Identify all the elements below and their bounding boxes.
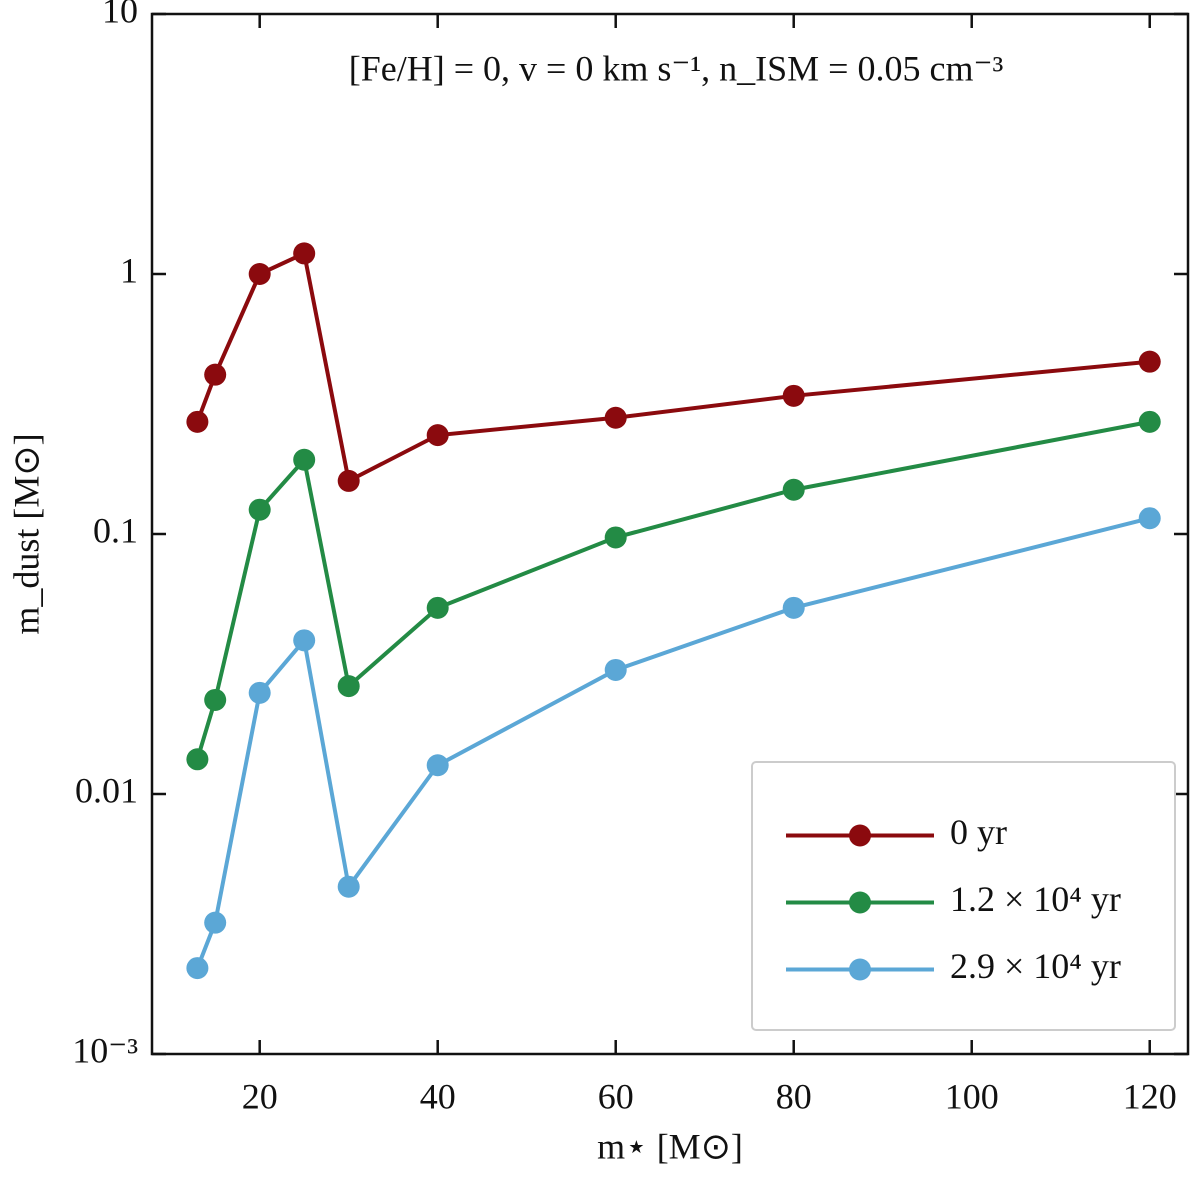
y-axis-label: m_dust [M⊙] [6,433,46,634]
legend-marker [849,824,871,847]
y-tick-label: 1 [120,250,138,290]
y-tick-label: 0.01 [75,770,138,810]
x-axis-label: m⋆ [M⊙] [597,1126,743,1166]
data-point [204,688,227,711]
data-point [1138,350,1161,373]
data-point [186,748,209,771]
x-tick-label: 60 [598,1076,634,1116]
legend-marker [849,891,871,914]
data-point [204,911,227,934]
data-point [186,410,209,433]
data-point [426,754,449,777]
y-tick-label: 0.1 [93,510,138,550]
data-point [248,263,271,285]
x-tick-label: 120 [1123,1076,1177,1116]
legend-label: 1.2 × 10⁴ yr [950,879,1121,919]
data-point [782,596,805,619]
data-point [426,596,449,619]
data-point [293,448,316,471]
x-tick-label: 100 [945,1076,999,1116]
data-point [782,478,805,501]
data-point [293,629,316,652]
y-tick-label: 10 [102,0,138,30]
data-point [204,363,227,386]
data-point [293,242,316,265]
data-point [186,957,209,980]
x-tick-label: 40 [420,1076,456,1116]
legend-marker [849,958,871,981]
legend-label: 2.9 × 10⁴ yr [950,946,1121,986]
y-tick-label: 10⁻³ [72,1030,138,1070]
x-tick-label: 20 [242,1076,278,1116]
x-tick-label: 80 [776,1076,812,1116]
data-point [248,498,271,521]
data-point [337,469,360,492]
chart-title: [Fe/H] = 0, v = 0 km s⁻¹, n_ISM = 0.05 c… [349,48,1004,88]
series-line [195,250,1150,484]
data-point [604,526,627,549]
data-point [248,681,271,704]
data-point [1138,410,1161,433]
data-point [1138,507,1161,530]
data-point [604,406,627,429]
data-point [337,675,360,698]
data-point [426,424,449,447]
data-point [782,384,805,407]
legend-label: 0 yr [950,812,1007,852]
series-line [195,419,1151,760]
data-point [604,658,627,681]
data-point [337,875,360,898]
